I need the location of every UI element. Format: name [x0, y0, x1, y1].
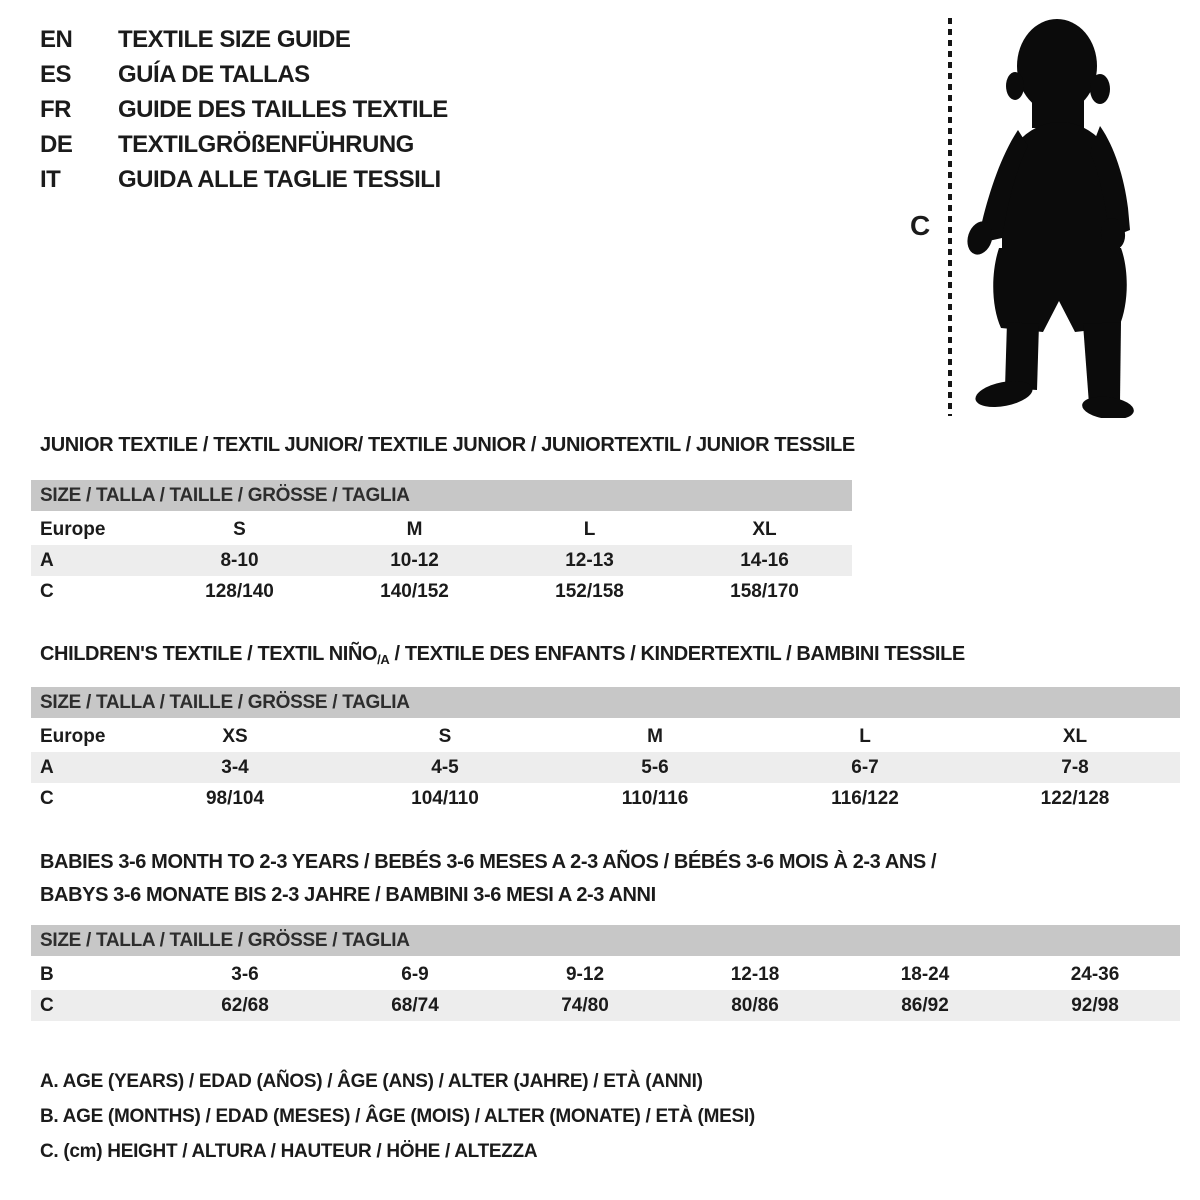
- lang-label: GUÍA DE TALLAS: [118, 60, 310, 88]
- lang-code: FR: [40, 95, 72, 123]
- table-row: B 3-6 6-9 9-12 12-18 18-24 24-36: [31, 959, 1180, 990]
- cell-value: 3-6: [231, 963, 259, 985]
- column-header: M: [647, 725, 663, 747]
- table-header-row: Europe XS S M L XL: [31, 721, 1180, 752]
- table-row: C 128/140 140/152 152/158 158/170: [31, 576, 852, 607]
- column-header: L: [583, 518, 596, 540]
- children-title-part1: CHILDREN'S TEXTILE / TEXTIL NIÑO: [40, 643, 378, 665]
- table-row: A 8-10 10-12 12-13 14-16: [31, 545, 852, 576]
- cell-value: 3-4: [221, 756, 249, 778]
- lang-row-it: IT GUIDA ALLE TAGLIE TESSILI: [40, 162, 448, 197]
- table-row: A 3-4 4-5 5-6 6-7 7-8: [31, 752, 1180, 783]
- babies-title-line2: BABYS 3-6 MONATE BIS 2-3 JAHRE / BAMBINI…: [40, 884, 656, 906]
- cell-value: 7-8: [1061, 756, 1089, 778]
- cell-value: 116/122: [831, 787, 899, 809]
- row-label: C: [40, 580, 54, 602]
- cell-value: 92/98: [1071, 994, 1119, 1016]
- cell-value: 4-5: [431, 756, 459, 778]
- children-title-part2: / TEXTILE DES ENFANTS / KINDERTEXTIL / B…: [389, 643, 966, 665]
- children-size-table: SIZE / TALLA / TAILLE / GRÖSSE / TAGLIA …: [31, 687, 1180, 814]
- column-header: S: [438, 725, 452, 747]
- lang-code: IT: [40, 165, 61, 193]
- children-section-title: CHILDREN'S TEXTILE / TEXTIL NIÑO/A / TEX…: [40, 643, 965, 667]
- region-label: Europe: [40, 518, 106, 540]
- cell-value: 140/152: [380, 580, 449, 602]
- cell-value: 5-6: [641, 756, 669, 778]
- cell-value: 24-36: [1070, 963, 1120, 985]
- cell-value: 128/140: [205, 580, 274, 602]
- cell-value: 62/68: [221, 994, 269, 1016]
- babies-title-line1: BABIES 3-6 MONTH TO 2-3 YEARS / BEBÉS 3-…: [40, 851, 937, 873]
- babies-section-title: BABIES 3-6 MONTH TO 2-3 YEARS / BEBÉS 3-…: [40, 846, 937, 912]
- cell-value: 14-16: [740, 549, 789, 571]
- cell-value: 74/80: [561, 994, 609, 1016]
- cell-value: 80/86: [731, 994, 779, 1016]
- row-label: C: [40, 994, 54, 1016]
- cell-value: 98/104: [205, 787, 265, 809]
- column-header: XL: [1062, 725, 1088, 747]
- height-measure-dashed-line: [948, 18, 952, 416]
- cell-value: 8-10: [220, 549, 259, 571]
- measure-legend: A. AGE (YEARS) / EDAD (AÑOS) / ÂGE (ANS)…: [40, 1064, 755, 1169]
- cell-value: 86/92: [901, 994, 949, 1016]
- cell-value: 10-12: [390, 549, 439, 571]
- table-header-row: Europe S M L XL: [31, 514, 852, 545]
- lang-label: TEXTILE SIZE GUIDE: [118, 25, 351, 53]
- lang-row-de: DE TEXTILGRÖßENFÜHRUNG: [40, 127, 448, 162]
- cell-value: 104/110: [411, 787, 479, 809]
- cell-value: 12-18: [730, 963, 780, 985]
- row-label: B: [40, 963, 54, 985]
- table-row: C 62/68 68/74 74/80 80/86 86/92 92/98: [31, 990, 1180, 1021]
- cell-value: 110/116: [621, 787, 689, 809]
- column-header: XS: [222, 725, 248, 747]
- legend-line-a: A. AGE (YEARS) / EDAD (AÑOS) / ÂGE (ANS)…: [40, 1071, 703, 1092]
- size-header-bar: SIZE / TALLA / TAILLE / GRÖSSE / TAGLIA: [31, 480, 852, 511]
- legend-line-b: B. AGE (MONTHS) / EDAD (MESES) / ÂGE (MO…: [40, 1106, 755, 1127]
- lang-row-fr: FR GUIDE DES TAILLES TEXTILE: [40, 92, 448, 127]
- row-label: A: [40, 549, 54, 571]
- cell-value: 122/128: [1040, 787, 1110, 809]
- lang-label: GUIDA ALLE TAGLIE TESSILI: [118, 165, 441, 193]
- size-header-bar: SIZE / TALLA / TAILLE / GRÖSSE / TAGLIA: [31, 925, 1180, 956]
- language-list: EN TEXTILE SIZE GUIDE ES GUÍA DE TALLAS …: [40, 22, 448, 197]
- lang-code: ES: [40, 60, 72, 88]
- junior-size-table: SIZE / TALLA / TAILLE / GRÖSSE / TAGLIA …: [31, 480, 852, 607]
- cell-value: 6-7: [851, 756, 879, 778]
- cell-value: 68/74: [391, 994, 439, 1016]
- children-title-subscript: /A: [377, 652, 390, 667]
- row-label: C: [40, 787, 54, 809]
- column-header: XL: [752, 518, 777, 540]
- baby-silhouette-icon: [967, 19, 1134, 418]
- column-header: M: [406, 518, 423, 540]
- lang-code: EN: [40, 25, 73, 53]
- column-header: S: [233, 518, 246, 540]
- cell-value: 152/158: [555, 580, 624, 602]
- babies-size-table: SIZE / TALLA / TAILLE / GRÖSSE / TAGLIA …: [31, 925, 1180, 1021]
- lang-label: GUIDE DES TAILLES TEXTILE: [118, 95, 448, 123]
- cell-value: 6-9: [401, 963, 429, 985]
- cell-value: 18-24: [900, 963, 950, 985]
- cell-value: 158/170: [730, 580, 799, 602]
- column-header: L: [859, 725, 871, 747]
- height-measure-label: C: [910, 210, 931, 241]
- cell-value: 9-12: [565, 963, 605, 985]
- lang-row-en: EN TEXTILE SIZE GUIDE: [40, 22, 448, 57]
- junior-section-title: JUNIOR TEXTILE / TEXTIL JUNIOR/ TEXTILE …: [40, 434, 855, 456]
- lang-code: DE: [40, 130, 73, 158]
- size-header-bar: SIZE / TALLA / TAILLE / GRÖSSE / TAGLIA: [31, 687, 1180, 718]
- table-row: C 98/104 104/110 110/116 116/122 122/128: [31, 783, 1180, 814]
- lang-label: TEXTILGRÖßENFÜHRUNG: [118, 130, 414, 158]
- row-label: A: [40, 756, 54, 778]
- region-label: Europe: [40, 725, 106, 747]
- lang-row-es: ES GUÍA DE TALLAS: [40, 57, 448, 92]
- cell-value: 12-13: [565, 549, 614, 571]
- legend-line-c: C. (cm) HEIGHT / ALTURA / HAUTEUR / HÖHE…: [40, 1141, 538, 1162]
